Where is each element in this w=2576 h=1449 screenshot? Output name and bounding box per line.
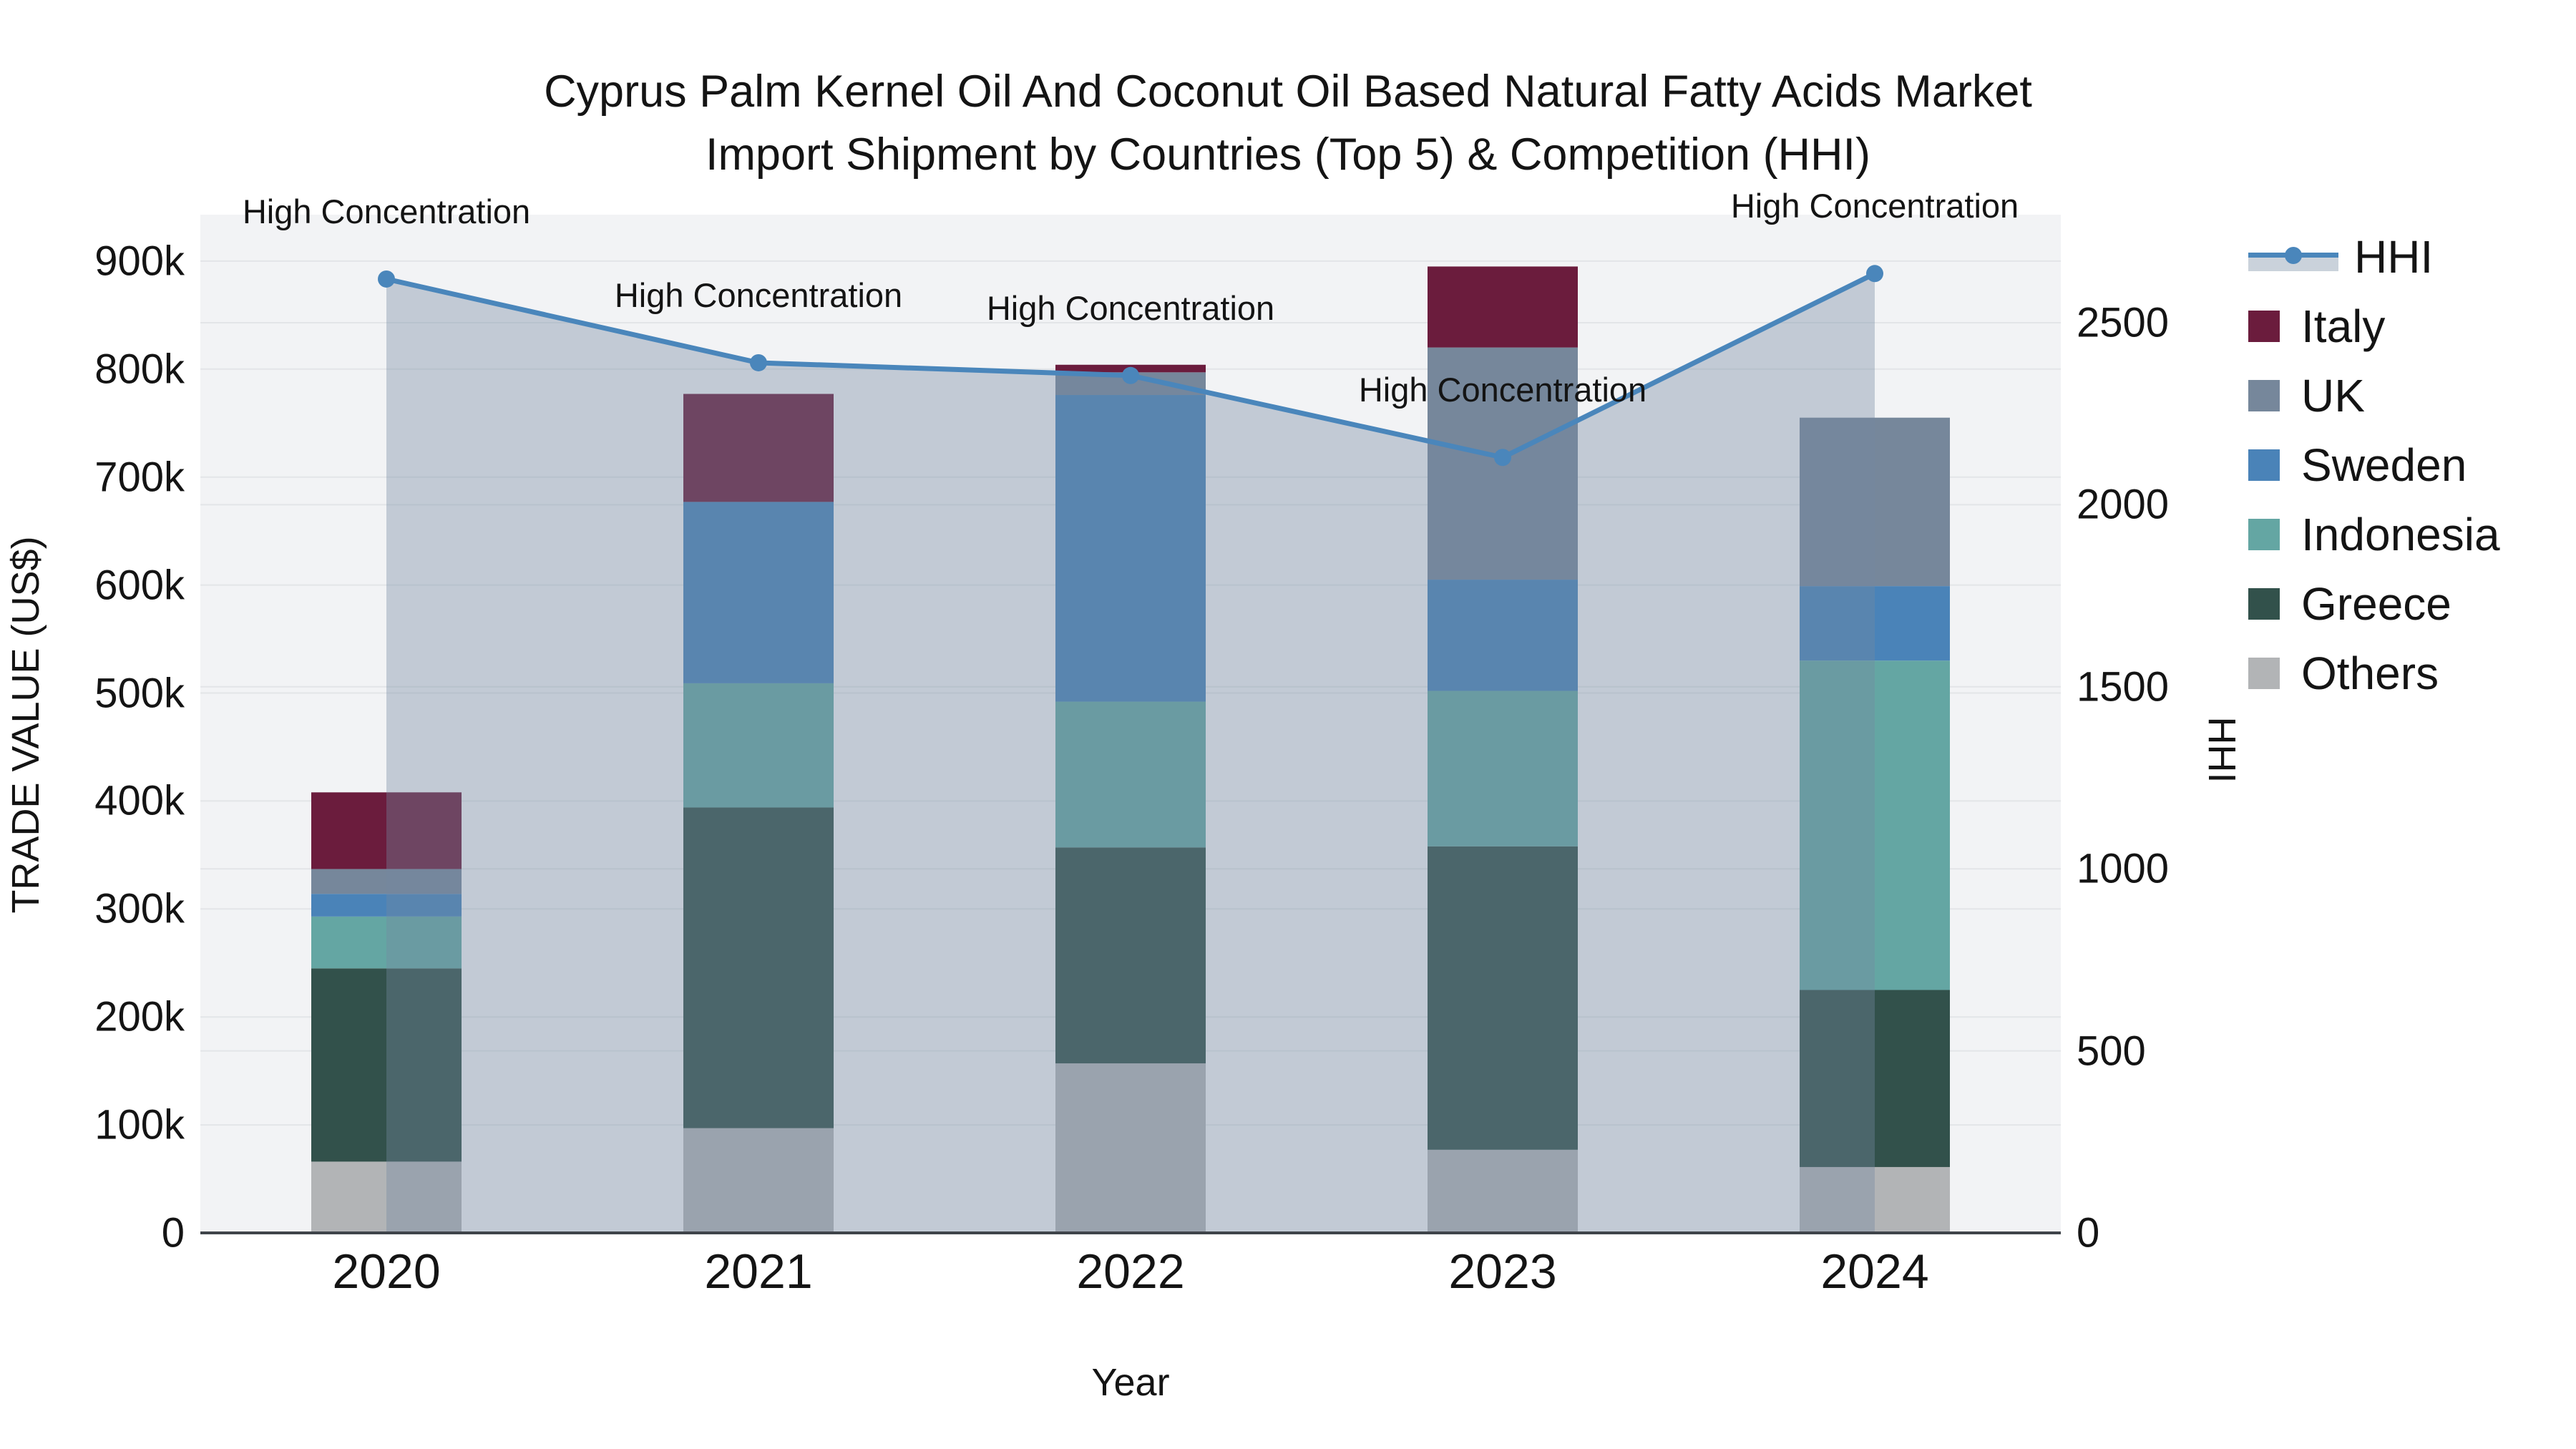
- legend-item-others[interactable]: Others: [2248, 638, 2500, 708]
- y-left-tick-900k: 900k: [94, 238, 185, 285]
- bar-segment-2021-italy[interactable]: [683, 394, 834, 502]
- bar-segment-2022-greece[interactable]: [1055, 847, 1206, 1064]
- hhi-point-2020[interactable]: [378, 270, 395, 288]
- bar-segment-2022-sweden[interactable]: [1055, 395, 1206, 702]
- x-tick-2021: 2021: [704, 1244, 813, 1299]
- bar-segment-2023-indonesia[interactable]: [1428, 691, 1578, 847]
- y-right-tick-2500: 2500: [2077, 299, 2170, 346]
- y-left-tick-200k: 200k: [94, 993, 185, 1040]
- x-tick-2024: 2024: [1820, 1244, 1929, 1299]
- sweden-color-swatch: [2248, 449, 2280, 481]
- legend-label: UK: [2301, 369, 2365, 421]
- others-color-swatch: [2248, 657, 2280, 689]
- bar-segment-2021-others[interactable]: [683, 1128, 834, 1233]
- bar-segment-2020-others[interactable]: [311, 1161, 462, 1233]
- legend-label: Italy: [2301, 300, 2386, 352]
- bar-segment-2020-uk[interactable]: [311, 869, 462, 894]
- y-left-tick-500k: 500k: [94, 670, 185, 716]
- y-left-tick-0: 0: [161, 1209, 185, 1257]
- chart-title-line1: Cyprus Palm Kernel Oil And Coconut Oil B…: [544, 67, 2032, 117]
- y-left-tick-300k: 300k: [94, 885, 185, 932]
- y-axis-right-title: HHI: [2200, 716, 2243, 784]
- bar-segment-2020-sweden[interactable]: [311, 894, 462, 917]
- x-tick-2022: 2022: [1076, 1244, 1185, 1299]
- y-right-tick-2000: 2000: [2077, 481, 2170, 528]
- hhi-point-2022[interactable]: [1122, 366, 1139, 384]
- annotation-2023-high-concentration: High Concentration: [1358, 371, 1647, 409]
- chart-title-line2: Import Shipment by Countries (Top 5) & C…: [705, 130, 1871, 180]
- y-right-tick-0: 0: [2077, 1209, 2100, 1257]
- legend-item-uk[interactable]: UK: [2248, 361, 2500, 430]
- legend-item-italy[interactable]: Italy: [2248, 291, 2500, 361]
- bar-segment-2024-indonesia[interactable]: [1800, 660, 1950, 990]
- bar-segment-2024-greece[interactable]: [1800, 990, 1950, 1167]
- hhi-line-icon: [2248, 240, 2338, 274]
- annotation-2021-high-concentration: High Concentration: [614, 275, 903, 314]
- legend-label: HHI: [2354, 230, 2434, 283]
- annotation-2020-high-concentration: High Concentration: [242, 192, 531, 230]
- y-axis-left-title: TRADE VALUE (US$): [4, 536, 47, 914]
- bar-segment-2024-uk[interactable]: [1800, 417, 1950, 587]
- bar-segment-2021-greece[interactable]: [683, 807, 834, 1128]
- y-left-tick-600k: 600k: [94, 562, 185, 609]
- legend-item-greece[interactable]: Greece: [2248, 569, 2500, 638]
- legend-item-hhi[interactable]: HHI: [2248, 222, 2500, 291]
- bar-segment-2023-sweden[interactable]: [1428, 580, 1578, 691]
- uk-color-swatch: [2248, 379, 2280, 411]
- y-left-tick-400k: 400k: [94, 777, 185, 824]
- bar-segment-2020-greece[interactable]: [311, 968, 462, 1162]
- indonesia-color-swatch: [2248, 518, 2280, 550]
- hhi-point-2023[interactable]: [1494, 449, 1511, 467]
- y-right-tick-500: 500: [2077, 1028, 2146, 1075]
- legend-label: Sweden: [2301, 439, 2467, 491]
- y-left-tick-100k: 100k: [94, 1101, 185, 1148]
- bar-segment-2024-sweden[interactable]: [1800, 586, 1950, 661]
- y-left-tick-700k: 700k: [94, 454, 185, 501]
- legend-label: Others: [2301, 647, 2439, 699]
- bar-segment-2021-sweden[interactable]: [683, 502, 834, 683]
- bar-segment-2020-indonesia[interactable]: [311, 916, 462, 969]
- bar-segment-2021-indonesia[interactable]: [683, 683, 834, 808]
- greece-color-swatch: [2248, 587, 2280, 620]
- y-right-tick-1500: 1500: [2077, 663, 2170, 711]
- x-tick-2023: 2023: [1448, 1244, 1557, 1299]
- hhi-area-fill: [386, 273, 1875, 1233]
- bar-segment-2023-greece[interactable]: [1428, 846, 1578, 1150]
- hhi-point-2021[interactable]: [750, 353, 767, 371]
- bar-segment-2022-others[interactable]: [1055, 1063, 1206, 1233]
- legend-label: Indonesia: [2301, 508, 2500, 560]
- bar-segment-2024-others[interactable]: [1800, 1166, 1950, 1233]
- legend-item-sweden[interactable]: Sweden: [2248, 430, 2500, 499]
- x-axis-title: Year: [1091, 1361, 1170, 1404]
- bar-segment-2022-indonesia[interactable]: [1055, 701, 1206, 848]
- italy-color-swatch: [2248, 310, 2280, 342]
- annotation-2024-high-concentration: High Concentration: [1730, 187, 2019, 225]
- bar-segment-2023-italy[interactable]: [1428, 266, 1578, 348]
- x-tick-2020: 2020: [332, 1244, 441, 1299]
- hhi-line-marker: [2285, 246, 2302, 264]
- legend-item-indonesia[interactable]: Indonesia: [2248, 499, 2500, 569]
- y-left-tick-800k: 800k: [94, 346, 185, 393]
- legend: HHI Italy UK Sweden Indonesia Greece Oth…: [2248, 222, 2500, 708]
- bar-segment-2020-italy[interactable]: [311, 792, 462, 869]
- annotation-2022-high-concentration: High Concentration: [986, 288, 1275, 327]
- hhi-point-2024[interactable]: [1866, 265, 1883, 283]
- y-right-tick-1000: 1000: [2077, 845, 2170, 892]
- bar-segment-2023-others[interactable]: [1428, 1149, 1578, 1233]
- legend-label: Greece: [2301, 577, 2451, 630]
